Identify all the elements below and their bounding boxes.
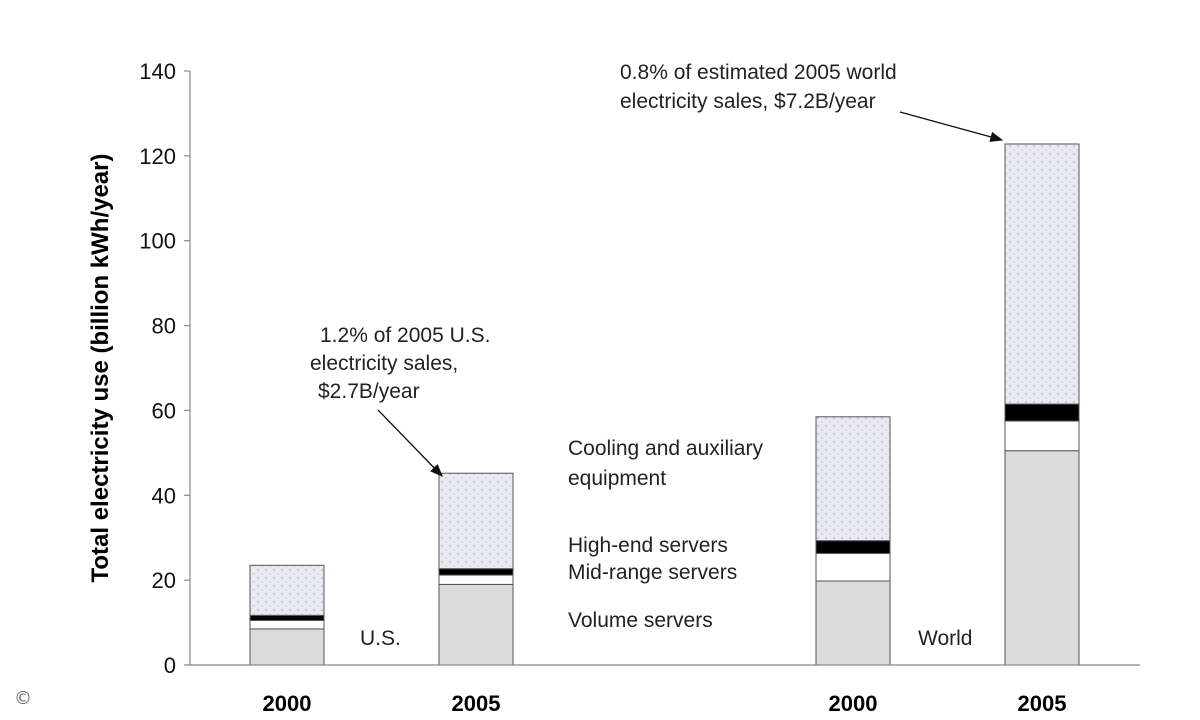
y-tick-label-0: 0 <box>164 653 176 678</box>
bar-volume-servers-2 <box>815 580 891 666</box>
group-label-world: World <box>918 627 972 650</box>
x-axis: 2000 2005 2000 2005 <box>190 664 1140 716</box>
y-tick-label-60: 60 <box>152 398 176 423</box>
bar-volume-servers-3 <box>1004 450 1080 666</box>
annotation-us-line-2: electricity sales, <box>310 352 458 375</box>
bar-cooling-and-auxiliary-equipment-3 <box>1004 143 1080 405</box>
bar-mid-range-servers-0 <box>249 619 325 630</box>
x-tick-label-0: 2000 <box>263 691 312 716</box>
y-tick-label-120: 120 <box>139 144 176 169</box>
x-tick-label-3: 2005 <box>1018 691 1067 716</box>
legend-cooling-line-1: Cooling and auxiliary <box>568 437 763 460</box>
bar-mid-range-servers-3 <box>1004 420 1080 452</box>
y-tick-label-80: 80 <box>152 314 176 339</box>
bar-volume-servers-0 <box>249 628 325 666</box>
y-tick-label-20: 20 <box>152 568 176 593</box>
annotation-world-line-2: electricity sales, $7.2B/year <box>620 90 876 113</box>
annotation-world-arrow <box>899 111 1004 142</box>
bar-cooling-and-auxiliary-equipment-0 <box>249 564 325 616</box>
bar-cooling-and-auxiliary-equipment-2 <box>815 416 891 542</box>
y-axis: 0 20 40 60 80 100 120 140 <box>139 59 191 678</box>
bars-layer <box>249 143 1080 666</box>
annotation-us-arrow <box>377 409 443 477</box>
y-tick-label-140: 140 <box>139 59 176 84</box>
bar-high-end-servers-3 <box>1004 403 1080 422</box>
annotation-world: 0.8% of estimated 2005 world electricity… <box>620 61 1004 142</box>
legend-high-end: High-end servers <box>568 534 728 557</box>
bar-volume-servers-1 <box>438 583 514 666</box>
legend: Cooling and auxiliary equipment High-end… <box>568 437 763 632</box>
group-label-us: U.S. <box>360 627 401 650</box>
bar-high-end-servers-2 <box>815 540 891 554</box>
bar-mid-range-servers-1 <box>438 574 514 585</box>
legend-volume: Volume servers <box>568 609 713 632</box>
legend-cooling-line-2: equipment <box>568 467 666 490</box>
x-tick-label-2: 2000 <box>829 691 878 716</box>
y-axis-title: Total electricity use (billion kWh/year) <box>87 154 114 583</box>
annotation-us-line-3: $2.7B/year <box>318 380 420 403</box>
bar-mid-range-servers-2 <box>815 552 891 582</box>
annotation-us-line-1: 1.2% of 2005 U.S. <box>320 324 490 347</box>
copyright-mark: © <box>14 688 32 709</box>
bar-cooling-and-auxiliary-equipment-1 <box>438 472 514 570</box>
annotation-us: 1.2% of 2005 U.S. electricity sales, $2.… <box>310 324 490 477</box>
y-tick-label-40: 40 <box>152 483 176 508</box>
y-tick-label-100: 100 <box>139 229 176 254</box>
bar-high-end-servers-1 <box>438 568 514 576</box>
bar-high-end-servers-0 <box>249 614 325 621</box>
x-tick-label-1: 2005 <box>452 691 501 716</box>
legend-mid-range: Mid-range servers <box>568 561 737 584</box>
annotation-world-line-1: 0.8% of estimated 2005 world <box>620 61 897 84</box>
